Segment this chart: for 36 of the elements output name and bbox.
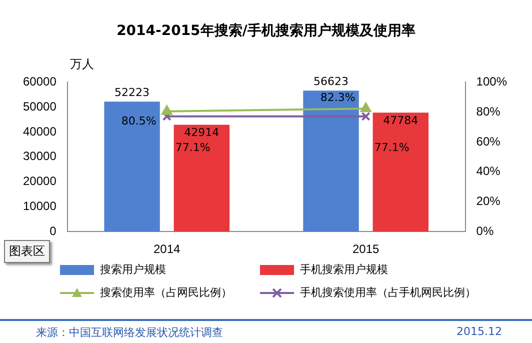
y-tick-label: 60000 [22, 74, 57, 89]
y-axis-title: 万人 [70, 56, 94, 73]
text: 2015.12 [456, 325, 502, 338]
y2-tick-label: 80% [476, 104, 501, 118]
y-tick-label: 50000 [22, 99, 57, 114]
source-note: 来源：中国互联网络发展状况统计调查 [36, 325, 223, 340]
y-tick-label: 30000 [22, 149, 57, 164]
y2-tick-label: 40% [476, 164, 501, 178]
x-tick-label: 2014 [154, 242, 181, 256]
bar [372, 112, 428, 232]
data-label: 82.3% [320, 91, 356, 104]
bar [104, 102, 160, 232]
data-label: 77.1% [175, 140, 210, 154]
y2-tick-label: 100% [476, 74, 508, 89]
y-tick-label: 10000 [22, 199, 57, 214]
y-tick-label: 40000 [22, 124, 57, 138]
bar [174, 124, 230, 232]
y2-tick-label: 20% [476, 194, 501, 208]
y-tick-label: 0 [50, 224, 57, 238]
legend-label: 搜索使用率（占网民比例） [100, 285, 232, 300]
legend-label: 手机搜索用户规模 [300, 262, 388, 277]
data-label: 52223 [114, 86, 150, 99]
legend-label: 手机搜索使用率（占手机网民比例） [300, 285, 476, 300]
data-label: 47784 [383, 114, 418, 127]
y2-tick-label: 60% [476, 134, 501, 148]
legend-label: 搜索用户规模 [100, 262, 166, 277]
x-tick-label: 2015 [352, 242, 380, 256]
y2-tick-label: 0% [476, 224, 494, 238]
data-label: 56623 [314, 74, 349, 88]
chart-title: 2014-2015年搜索/手机搜索用户规模及使用率 [116, 22, 416, 40]
bar [303, 90, 359, 232]
y-tick-label: 20000 [22, 174, 57, 188]
data-label: 77.1% [374, 140, 410, 154]
data-label: 42914 [184, 126, 220, 140]
text: 图表区 [4, 240, 50, 263]
data-label: 80.5% [121, 114, 156, 128]
